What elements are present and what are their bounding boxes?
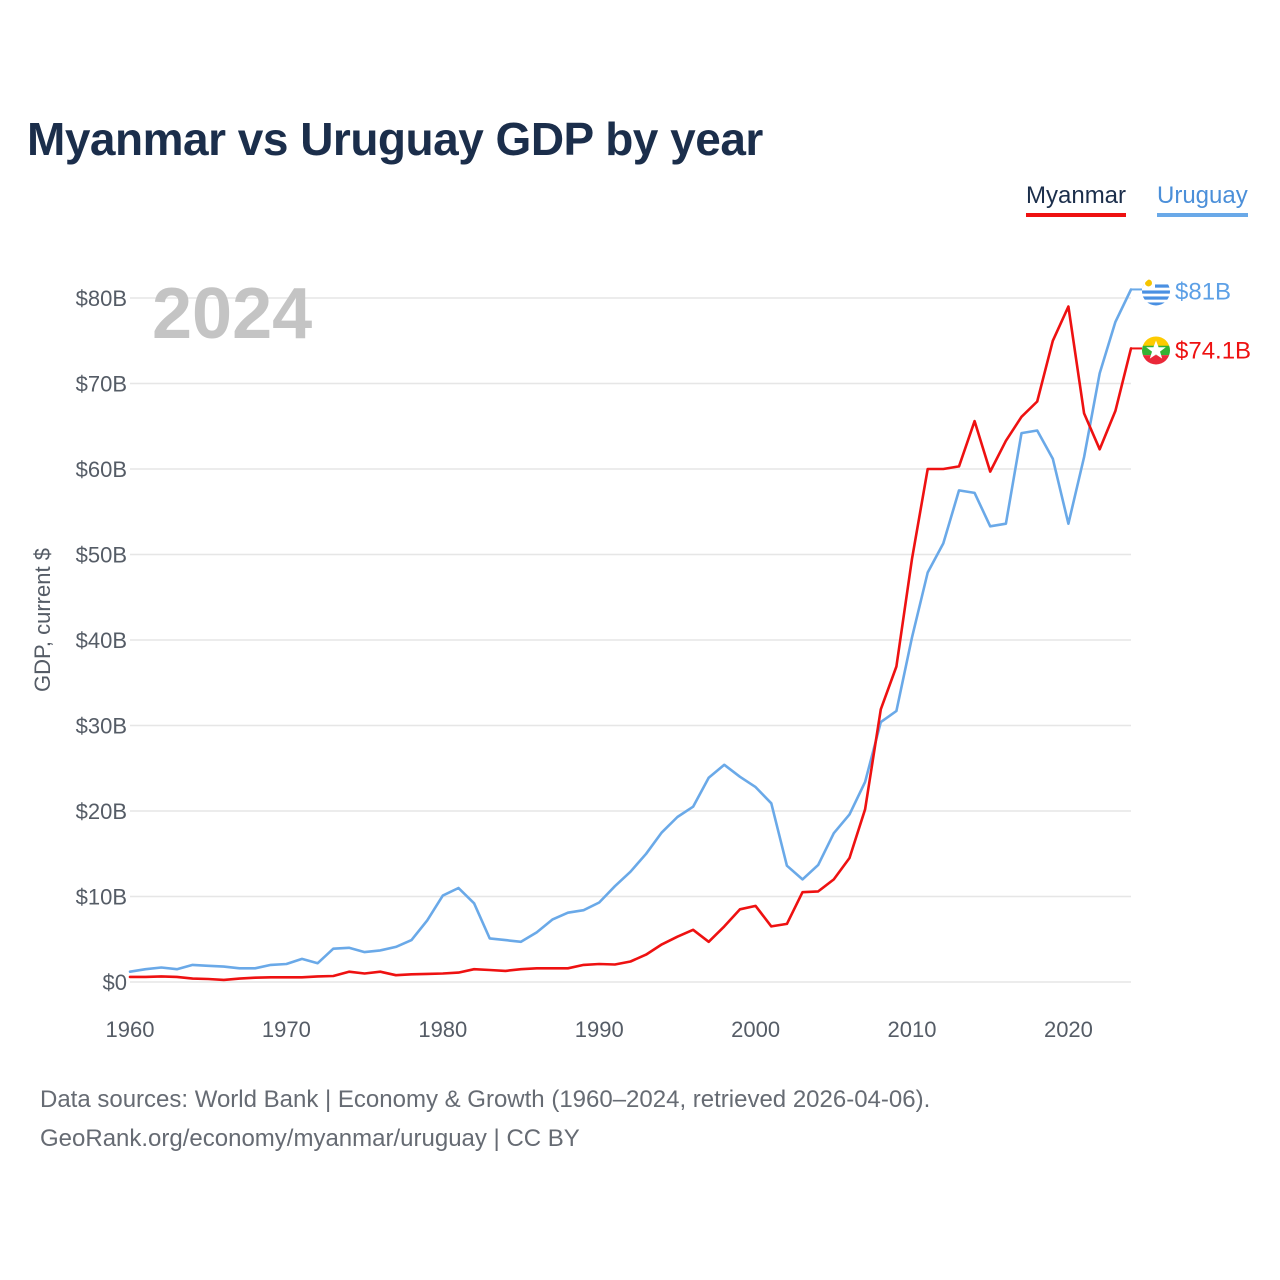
- chart-title: Myanmar vs Uruguay GDP by year: [27, 113, 763, 165]
- x-tick-label: 1990: [575, 1017, 624, 1042]
- series-lines: [128, 288, 1133, 982]
- x-tick-label: 1980: [418, 1017, 467, 1042]
- y-tick-label: $10B: [76, 885, 127, 910]
- myanmar-flag-icon: [1142, 336, 1170, 365]
- y-axis-label: GDP, current $: [30, 548, 55, 692]
- footer-data-sources: Data sources: World Bank | Economy & Gro…: [40, 1086, 931, 1113]
- legend-item-uruguay[interactable]: Uruguay: [1157, 182, 1248, 217]
- x-tick-label: 2010: [888, 1017, 937, 1042]
- y-tick-label: $0: [103, 970, 127, 995]
- uruguay-end-marker: $81B: [1131, 277, 1231, 306]
- x-tick-label: 1960: [106, 1017, 155, 1042]
- y-tick-label: $20B: [76, 799, 127, 824]
- y-tick-label: $40B: [76, 628, 127, 653]
- y-tick-label: $80B: [76, 286, 127, 311]
- x-tick-label: 1970: [262, 1017, 311, 1042]
- x-axis-ticks: 1960 1970 1980 1990 2000 2010 2020: [106, 1017, 1093, 1042]
- series-line-uruguay: [128, 288, 1133, 974]
- year-watermark: 2024: [152, 274, 312, 354]
- x-tick-label: 2000: [731, 1017, 780, 1042]
- legend-item-myanmar[interactable]: Myanmar: [1026, 182, 1127, 217]
- x-tick-label: 2020: [1044, 1017, 1093, 1042]
- footer-attribution: GeoRank.org/economy/myanmar/uruguay | CC…: [40, 1125, 580, 1152]
- y-tick-label: $70B: [76, 372, 127, 397]
- grid-lines: [130, 297, 1131, 983]
- y-tick-label: $30B: [76, 714, 127, 739]
- series-line-myanmar: [128, 305, 1133, 982]
- uruguay-flag-icon: [1142, 277, 1170, 306]
- uruguay-end-value: $81B: [1175, 278, 1231, 305]
- y-axis-ticks: $0 $10B $20B $30B $40B $50B $60B $70B $80B: [76, 286, 127, 995]
- myanmar-end-value: $74.1B: [1175, 337, 1251, 364]
- y-tick-label: $50B: [76, 543, 127, 568]
- myanmar-end-marker: $74.1B: [1131, 336, 1251, 365]
- y-tick-label: $60B: [76, 457, 127, 482]
